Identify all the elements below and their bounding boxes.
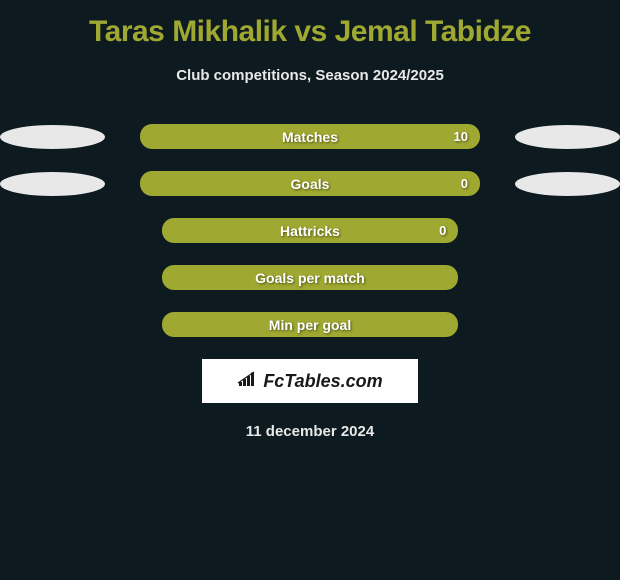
- stat-value: 0: [461, 176, 468, 191]
- stat-label: Matches: [282, 129, 338, 145]
- page-title: Taras Mikhalik vs Jemal Tabidze: [0, 0, 620, 49]
- stat-bar: Matches 10: [140, 124, 480, 149]
- stats-container: Matches 10 Goals 0 Hattricks 0 Goals per match…: [0, 124, 620, 337]
- logo-box: FcTables.com: [202, 359, 418, 403]
- logo-text: FcTables.com: [263, 371, 382, 392]
- stat-bar: Hattricks 0: [162, 218, 459, 243]
- stat-row: Goals 0: [0, 171, 620, 196]
- stat-value: 10: [454, 129, 468, 144]
- stat-row: Hattricks 0: [0, 218, 620, 243]
- subtitle: Club competitions, Season 2024/2025: [0, 67, 620, 84]
- stat-bar: Min per goal: [162, 312, 459, 337]
- stat-bar: Goals per match: [162, 265, 459, 290]
- stat-label: Min per goal: [269, 317, 351, 333]
- stat-row: Matches 10: [0, 124, 620, 149]
- stat-bar: Goals 0: [140, 171, 480, 196]
- stat-row: Goals per match: [0, 265, 620, 290]
- right-ellipse: [515, 125, 620, 149]
- chart-icon: [237, 370, 259, 393]
- left-ellipse: [0, 125, 105, 149]
- stat-row: Min per goal: [0, 312, 620, 337]
- left-ellipse: [0, 172, 105, 196]
- stat-label: Hattricks: [280, 223, 340, 239]
- stat-value: 0: [439, 223, 446, 238]
- date-text: 11 december 2024: [0, 423, 620, 440]
- stat-label: Goals: [291, 176, 330, 192]
- stat-label: Goals per match: [255, 270, 365, 286]
- right-ellipse: [515, 172, 620, 196]
